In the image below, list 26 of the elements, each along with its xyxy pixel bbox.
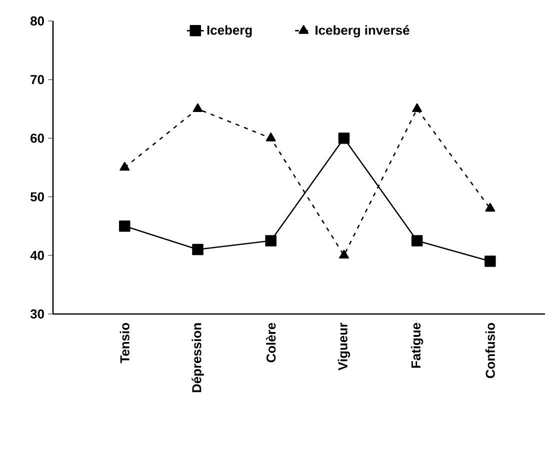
x-tick-label: Tensio: [120, 323, 130, 364]
point: [120, 162, 130, 171]
point: [265, 235, 276, 246]
legend-label: Iceberg inversé: [316, 25, 410, 38]
x-tick-label: Dépression: [192, 323, 204, 392]
x-tick-label: Confusio: [485, 323, 495, 378]
legend-label: Iceberg: [207, 25, 252, 38]
point: [192, 244, 204, 256]
x-tick-label: Vigueur: [338, 322, 350, 370]
point: [192, 103, 203, 112]
y-tick-label: 50: [30, 192, 44, 202]
point: [266, 132, 276, 142]
point: [339, 250, 349, 259]
point: [119, 220, 130, 232]
y-tick-label: 30: [30, 309, 44, 319]
y-tick-label: 80: [30, 16, 44, 26]
y-tick-label: 60: [30, 134, 44, 143]
x-tick-label: Colère: [266, 322, 276, 362]
point: [411, 235, 423, 246]
y-tick-label: 70: [30, 75, 44, 84]
point: [485, 202, 496, 212]
y-tick-label: 40: [30, 250, 44, 260]
x-tick-label: Fatigue: [411, 322, 424, 368]
point: [484, 256, 496, 267]
point: [412, 103, 422, 112]
point: [338, 132, 350, 144]
